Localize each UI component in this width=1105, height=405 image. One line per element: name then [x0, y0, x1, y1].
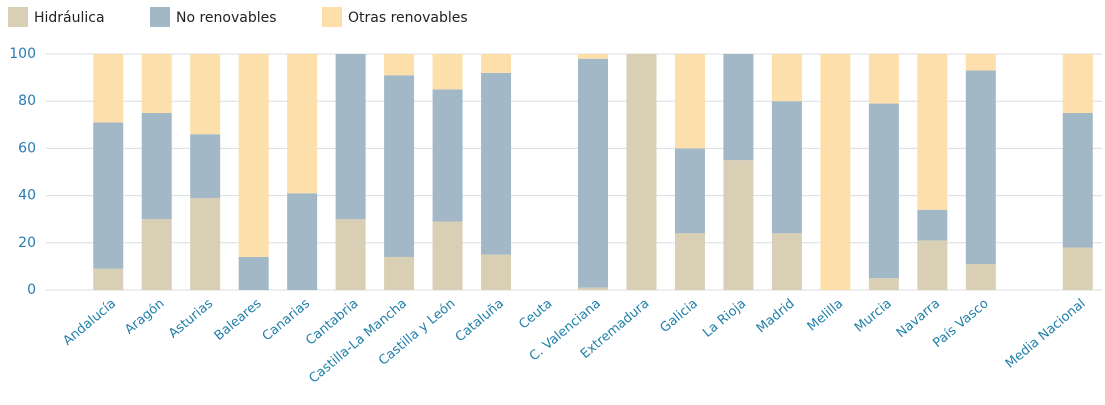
bar-segment	[335, 219, 366, 290]
bar-segment	[384, 256, 415, 290]
x-tick-label: La Rioja	[700, 296, 749, 341]
bar-segment	[965, 70, 996, 265]
legend-label: Otras renovables	[348, 10, 468, 26]
bar-segment	[93, 54, 124, 123]
bar-segment	[771, 54, 802, 102]
bar-segment	[965, 54, 996, 71]
bar-segment	[1062, 113, 1093, 248]
x-tick-label: Media Nacional	[1003, 296, 1089, 371]
bar-segment	[674, 233, 705, 290]
y-tick-label: 20	[18, 235, 36, 251]
legend-label: Hidráulica	[34, 10, 105, 26]
x-tick-label: Asturias	[166, 296, 216, 342]
legend-label: No renovables	[176, 10, 277, 26]
x-tick-label: Andalucía	[60, 296, 119, 349]
x-tick-label: Melilla	[805, 296, 847, 334]
x-tick-label: Galicia	[657, 296, 700, 336]
legend-swatch	[322, 7, 342, 27]
y-tick-label: 100	[9, 46, 36, 62]
bar-segment	[771, 101, 802, 234]
bar-segment	[626, 54, 657, 290]
bar-segment	[674, 54, 705, 149]
x-tick-label: Ceuta	[516, 296, 555, 332]
bar-segment	[578, 58, 608, 288]
bar-segment	[141, 113, 172, 220]
x-tick-label: Baleares	[212, 296, 265, 344]
bar-segment	[190, 197, 221, 290]
bar-segment	[820, 54, 851, 290]
bar-segment	[432, 221, 463, 290]
bar-segment	[723, 160, 754, 290]
x-tick-label: Madrid	[754, 296, 798, 336]
bar-segment	[432, 54, 463, 90]
x-tick-label: Murcia	[852, 296, 895, 335]
bar-segment	[238, 256, 269, 290]
bar-segment	[141, 219, 172, 290]
y-tick-label: 60	[18, 140, 36, 156]
bar-segment	[481, 54, 512, 73]
bar-segment	[432, 89, 463, 222]
legend-swatch	[150, 7, 170, 27]
x-tick-label: Aragón	[122, 296, 167, 337]
bar-segment	[868, 54, 899, 104]
x-tick-label: Cataluña	[453, 296, 507, 345]
bar-segment	[771, 233, 802, 290]
legend-swatch	[8, 7, 28, 27]
bar-segment	[917, 240, 948, 290]
bar-segment	[917, 54, 948, 210]
y-tick-label: 0	[27, 282, 36, 298]
bar-segment	[674, 148, 705, 234]
bar-segment	[190, 134, 221, 198]
bar-segment	[335, 54, 366, 220]
bar-segment	[287, 193, 318, 290]
bar-segment	[723, 54, 754, 161]
bar-segment	[384, 54, 415, 76]
bar-segment	[384, 75, 415, 257]
bar-segment	[481, 72, 512, 255]
bar-segment	[93, 122, 124, 269]
bar-segment	[1062, 247, 1093, 290]
bar-segment	[481, 254, 512, 290]
bar-segment	[190, 54, 221, 135]
bar-segment	[578, 54, 608, 59]
bar-segment	[238, 54, 269, 257]
bar-segment	[868, 103, 899, 279]
bar-segment	[965, 264, 996, 290]
y-tick-label: 40	[18, 188, 36, 204]
bar-segment	[917, 209, 948, 241]
bar-segment	[93, 268, 124, 290]
bar-segment	[578, 287, 608, 290]
bar-segment	[868, 278, 899, 290]
bar-segment	[141, 54, 172, 113]
y-tick-label: 80	[18, 93, 36, 109]
bar-segment	[287, 54, 318, 194]
bar-segment	[1062, 54, 1093, 113]
